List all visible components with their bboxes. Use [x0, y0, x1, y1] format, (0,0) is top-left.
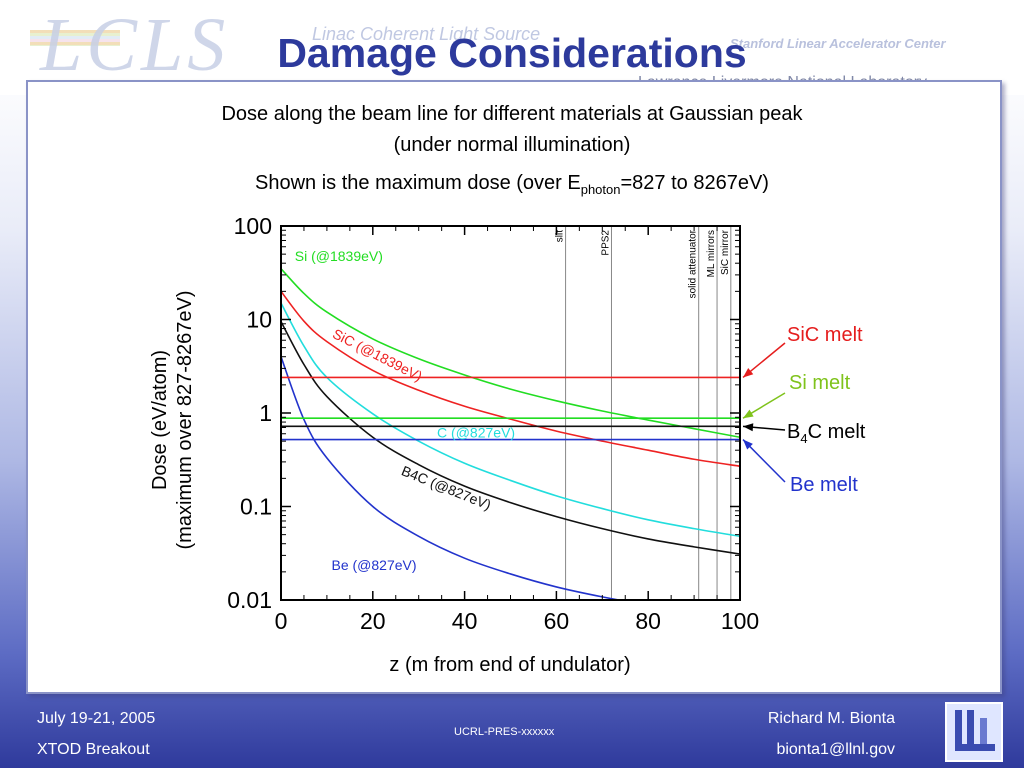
x-tick-label: 100 [721, 608, 759, 634]
lcls-logo-subtitle: Linac Coherent Light Source [312, 24, 541, 44]
series-line-c-827ev [281, 302, 740, 538]
melt-label-b4c: B4C melt [787, 421, 866, 446]
x-tick-label: 0 [275, 608, 288, 634]
footer-report-id: UCRL-PRES-xxxxxx [454, 726, 555, 738]
lcls-logo: LCLS [40, 3, 230, 87]
content-panel [26, 80, 1002, 694]
header-band [0, 0, 1024, 95]
melt-label-sic: SiC melt [787, 324, 863, 347]
curve-label-si-1839ev: Si (@1839eV) [295, 248, 383, 264]
subtitle-line-3-pre: Shown is the maximum dose (over E [255, 172, 581, 194]
component-label-ml-mirrors: ML mirrors [706, 230, 717, 277]
footer-email: bionta1@llnl.gov [776, 741, 895, 758]
subtitle-line-1: Dose along the beam line for different m… [221, 103, 803, 125]
plot-frame [280, 225, 741, 601]
x-tick-label: 60 [544, 608, 570, 634]
x-axis-label: z (m from end of undulator) [389, 654, 631, 676]
footer-event: XTOD Breakout [37, 741, 150, 758]
x-tick-label: 80 [635, 608, 661, 634]
melt-arrowhead-b4c-melt [743, 423, 754, 432]
llnl-logo-icon [945, 702, 1003, 762]
curve-label-be-827ev: Be (@827eV) [331, 557, 416, 573]
melt-label-si-text: Si melt [789, 372, 851, 394]
y-tick-label: 0.01 [227, 587, 272, 613]
component-label-sic-mirror: SiC mirror [720, 229, 731, 275]
x-tick-label: 40 [452, 608, 478, 634]
component-label-solid-attenuator: solid attenuator [688, 229, 699, 298]
subtitle-line-3-post: =827 to 8267eV) [620, 172, 769, 194]
footer-date: July 19-21, 2005 [37, 710, 156, 727]
x-tick-label: 20 [360, 608, 386, 634]
series-line-b4c-827ev [281, 321, 740, 555]
subtitle-line-2: (under normal illumination) [393, 134, 631, 156]
component-label-pps2: PPS2 [600, 230, 611, 256]
melt-arrowhead-be-melt [743, 439, 753, 450]
melt-label-sic-text: SiC melt [787, 324, 863, 346]
curve-label-c-827ev: C (@827eV) [437, 424, 515, 440]
series-line-be-827ev [281, 356, 624, 600]
footer-author: Richard M. Bionta [767, 710, 895, 727]
slac-subtitle: Stanford Linear Accelerator Center [730, 36, 946, 51]
series-line-sic-1839ev [281, 290, 740, 467]
y-tick-label: 1 [259, 400, 272, 426]
component-label-slit: slit [555, 230, 566, 242]
melt-label-be-text: Be melt [790, 474, 858, 496]
curve-label-b4c-827ev: B4C (@827eV) [399, 462, 493, 512]
melt-label-si: Si melt [789, 372, 850, 395]
y-tick-label: 10 [246, 307, 272, 333]
melt-label-be: Be melt [790, 474, 858, 497]
header-stripes-left [30, 30, 120, 46]
subtitle-line-3: Shown is the maximum dose (over Ephoton=… [26, 172, 998, 197]
y-tick-label: 0.1 [240, 494, 272, 520]
melt-arrowhead-si-melt [743, 409, 754, 419]
series-line-si-1839ev [281, 268, 740, 439]
slide-title: Damage Considerations [277, 30, 747, 76]
y-tick-label: 100 [234, 213, 272, 239]
melt-arrowhead-sic-melt [743, 368, 754, 378]
llnl-logo-graphic [955, 710, 995, 751]
subtitle-line-3-sub: photon [580, 182, 621, 197]
